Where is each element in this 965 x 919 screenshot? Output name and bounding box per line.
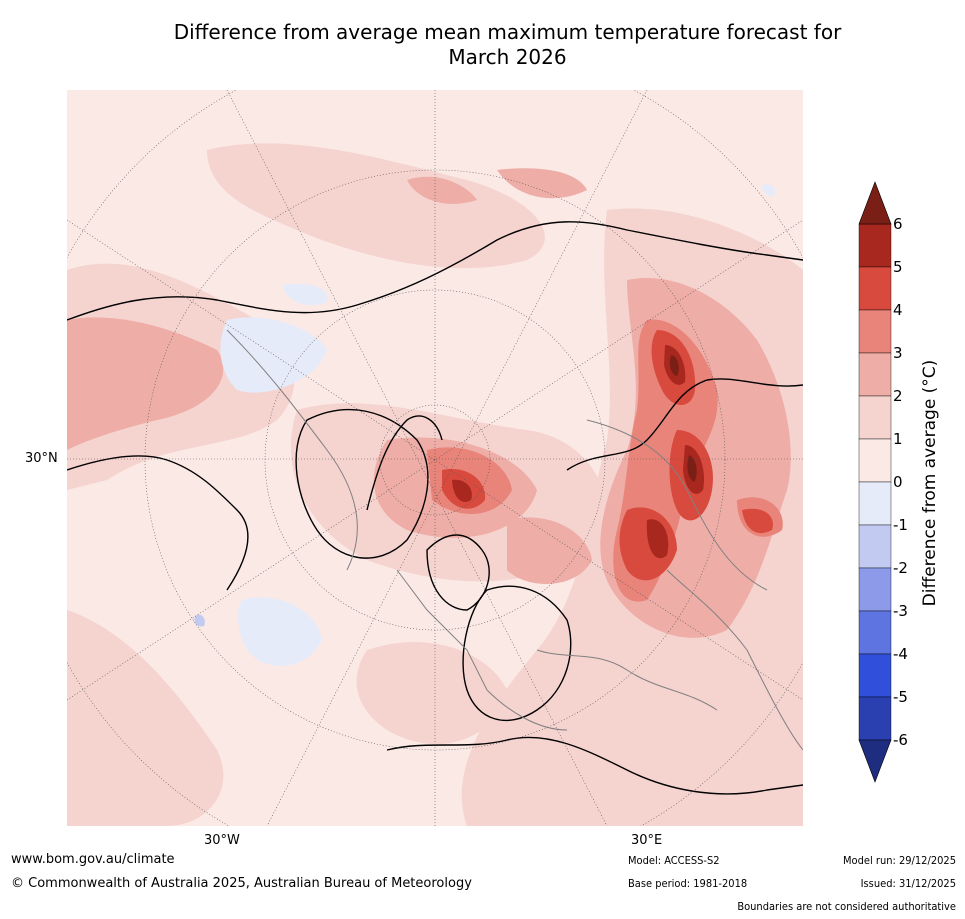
colorbar-bin (858, 696, 892, 741)
website-link[interactable]: www.bom.gov.au/climate (11, 852, 175, 867)
copyright-text: © Commonwealth of Australia 2025, Austra… (11, 876, 472, 891)
forecast-map (67, 90, 803, 826)
lat-label-30n: 30°N (25, 451, 58, 466)
issued-text: Issued: 31/12/2025 (860, 877, 956, 890)
colorbar-bin (858, 524, 892, 569)
lon-label-30w: 30°W (204, 833, 240, 848)
model-run-text: Model run: 29/12/2025 (843, 854, 956, 867)
coastlines (67, 221, 803, 795)
country-borders (226, 329, 803, 751)
anomaly-neg-2-1-layer (194, 614, 205, 627)
colorbar-bin (858, 266, 892, 311)
colorbar-bin (858, 223, 892, 268)
colorbar-bin (858, 610, 892, 655)
colorbar-bin (858, 653, 892, 698)
colorbar-bins (858, 223, 892, 741)
colorbar-tick-label: 3 (893, 344, 903, 362)
model-text: Model: ACCESS-S2 (628, 854, 720, 867)
colorbar-tick-label: -5 (893, 688, 908, 706)
colorbar-tick-label: -1 (893, 516, 908, 534)
colorbar-bin (858, 438, 892, 483)
colorbar-over-arrow (858, 181, 892, 225)
map-title: Difference from average mean maximum tem… (60, 20, 955, 70)
colorbar-bin (858, 481, 892, 526)
colorbar-tick-label: 0 (893, 473, 903, 491)
colorbar-bin (858, 395, 892, 440)
colorbar-bin (858, 567, 892, 612)
anomaly-over-6-layer (669, 355, 697, 482)
lon-label-30e: 30°E (631, 833, 663, 848)
colorbar-under-arrow (858, 739, 892, 783)
title-line-1: Difference from average mean maximum tem… (173, 20, 842, 44)
colorbar-label: Difference from average (°C) (920, 359, 940, 607)
colorbar-bin (858, 352, 892, 397)
anomaly-5-6-layer (452, 345, 705, 559)
colorbar (858, 181, 892, 783)
colorbar-tick-label: 1 (893, 430, 903, 448)
colorbar-tick-label: -2 (893, 559, 908, 577)
colorbar-tick-label: 6 (893, 215, 903, 233)
colorbar-tick-label: -6 (893, 731, 908, 749)
title-line-2: March 2026 (448, 45, 567, 69)
colorbar-tick-label: -4 (893, 645, 908, 663)
colorbar-tick-label: 2 (893, 387, 903, 405)
colorbar-tick-label: 4 (893, 301, 903, 319)
colorbar-bin (858, 309, 892, 354)
colorbar-tick-label: -3 (893, 602, 908, 620)
disclaimer-text: Boundaries are not considered authoritat… (737, 900, 956, 913)
base-period-text: Base period: 1981-2018 (628, 877, 748, 890)
colorbar-tick-label: 5 (893, 258, 903, 276)
graticule (67, 90, 803, 826)
